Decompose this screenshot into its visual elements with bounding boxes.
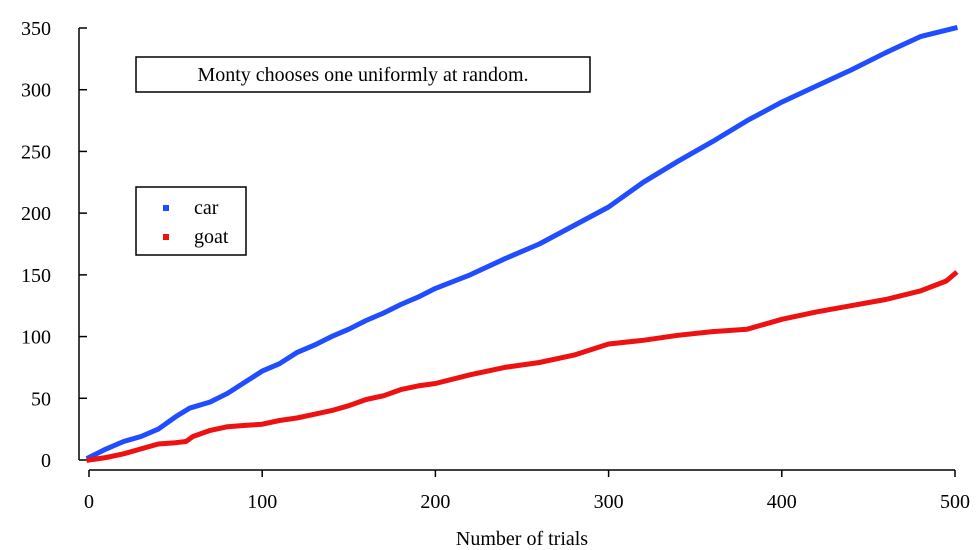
x-tick-label: 200 (420, 491, 450, 513)
legend-swatch-car (163, 205, 169, 211)
x-tick-label: 500 (940, 491, 970, 513)
legend-label-car: car (194, 197, 219, 219)
legend-frame (136, 187, 246, 255)
series-line-goat (89, 274, 955, 460)
x-tick-label: 100 (247, 491, 277, 513)
y-ticks: 0 50 100 150 200 250 300 350 (21, 18, 87, 472)
legend-label-goat: goat (194, 226, 229, 248)
x-axis-title: Number of trials (456, 528, 588, 550)
y-tick-label: 250 (21, 141, 51, 163)
y-tick-label: 100 (21, 327, 51, 349)
y-tick-label: 50 (31, 388, 51, 410)
x-tick-label: 400 (767, 491, 797, 513)
legend-swatch-goat (163, 234, 169, 240)
y-tick-label: 200 (21, 203, 51, 225)
x-ticks: 0 100 200 300 400 500 (84, 470, 970, 513)
y-tick-label: 0 (41, 450, 51, 472)
y-tick-label: 350 (21, 18, 51, 40)
annotation-box: Monty chooses one uniformly at random. (136, 57, 590, 92)
x-tick-label: 0 (84, 491, 94, 513)
annotation-text: Monty chooses one uniformly at random. (197, 64, 528, 86)
y-tick-label: 300 (21, 80, 51, 102)
y-tick-label: 150 (21, 265, 51, 287)
x-tick-label: 300 (594, 491, 624, 513)
legend: car goat (136, 187, 246, 255)
